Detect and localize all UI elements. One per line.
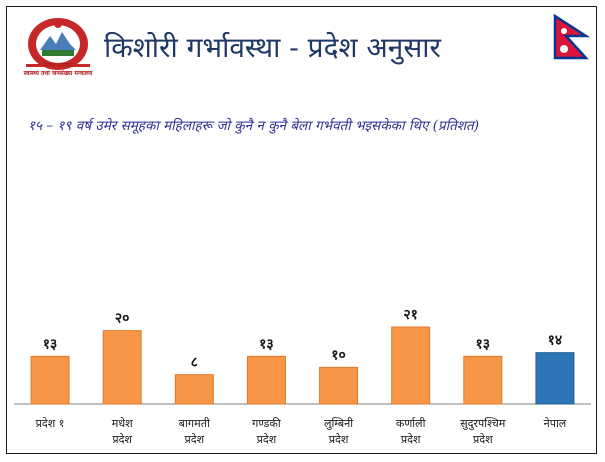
category-tick-label: मधेश [112, 417, 133, 430]
bar [30, 355, 70, 405]
page-title: किशोरी गर्भावस्था - प्रदेश अनुसार [104, 31, 441, 64]
emblem-caption-line1: नेपाल सरकार [43, 62, 73, 69]
category-tick-label: बागमती [179, 417, 210, 430]
category-tick-label: प्रदेश [112, 433, 132, 446]
bar [319, 366, 359, 405]
category-tick-label: लुम्बिनी [324, 417, 353, 430]
bar-value-label: १४ [548, 333, 563, 349]
bar [174, 374, 214, 405]
category-tick-label: प्रदेश [185, 433, 205, 446]
nepal-flag-icon [553, 14, 590, 60]
bar [535, 352, 575, 405]
bar-value-label: १३ [43, 336, 58, 352]
bar-value-label: २० [115, 311, 130, 327]
category-tick-label: प्रदेश [257, 433, 277, 446]
chart-subtitle: १५ – १९ वर्ष उमेर समूहका महिलाहरू जो कुन… [28, 118, 479, 134]
category-tick-label: प्रदेश [329, 433, 349, 446]
category-tick-label: प्रदेश [473, 433, 493, 446]
category-tick-label: कर्णाली [396, 417, 426, 430]
category-tick-label: गण्डकी [252, 417, 281, 430]
bar [391, 326, 431, 405]
bar [463, 355, 503, 405]
category-tick-label: प्रदेश १ [36, 417, 65, 430]
slide-frame [6, 6, 597, 454]
government-emblem-icon [26, 18, 90, 70]
bar-value-label: ८ [191, 355, 198, 371]
bar-value-label: १३ [476, 336, 491, 352]
bar-value-label: २१ [403, 307, 418, 323]
bar [102, 330, 142, 405]
bar-value-label: १३ [259, 336, 274, 352]
category-tick-label: प्रदेश [401, 433, 421, 446]
category-tick-label: सुदुरपश्चिम [460, 417, 506, 431]
bar-value-label: १० [331, 347, 346, 363]
bar [246, 355, 286, 405]
emblem-caption-line2: स्वास्थ्य तथा जनसंख्या मन्त्रालय [23, 70, 93, 77]
category-tick-label: नेपाल [544, 417, 567, 430]
